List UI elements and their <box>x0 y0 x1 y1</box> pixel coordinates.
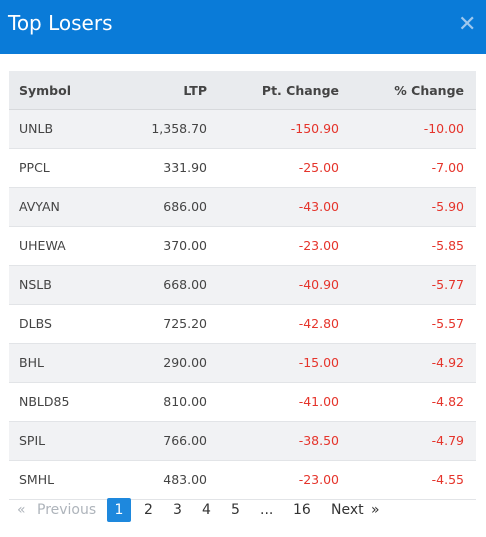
ltp-cell: 810.00 <box>163 394 207 409</box>
pct-change-cell: -4.55 <box>431 472 464 487</box>
table-body: UNLB 1,358.70 -150.90 -10.00 PPCL 331.90 -25.0… <box>9 110 476 500</box>
pct-change-cell: -5.57 <box>431 316 464 331</box>
pct-change-cell: -4.92 <box>431 355 464 370</box>
ltp-cell: 725.20 <box>163 316 207 331</box>
symbol-cell: DLBS <box>19 316 52 331</box>
symbol-cell: NSLB <box>19 277 52 292</box>
table-row[interactable]: NSLB 668.00 -40.90 -5.77 <box>9 266 476 305</box>
table-row[interactable]: UHEWA 370.00 -23.00 -5.85 <box>9 227 476 266</box>
ltp-cell: 331.90 <box>163 160 207 175</box>
page-button-5[interactable]: 5 <box>231 502 240 518</box>
previous-button[interactable]: Previous <box>37 502 97 518</box>
page-button-4[interactable]: 4 <box>202 502 211 518</box>
table-row[interactable]: AVYAN 686.00 -43.00 -5.90 <box>9 188 476 227</box>
first-page-icon[interactable]: « <box>17 502 26 518</box>
pt-change-cell: -150.90 <box>290 121 339 136</box>
pct-change-cell: -5.77 <box>431 277 464 292</box>
pt-change-cell: -23.00 <box>298 238 339 253</box>
table-header: Symbol LTP Pt. Change % Change <box>9 71 476 110</box>
symbol-cell: AVYAN <box>19 199 60 214</box>
top-losers-table: Symbol LTP Pt. Change % Change UNLB 1,358… <box>9 71 476 500</box>
pagination: « Previous 1 2 3 4 5 ... 16 Next » <box>0 498 486 524</box>
pt-change-cell: -43.00 <box>298 199 339 214</box>
modal-title: Top Losers <box>8 11 113 35</box>
pct-change-cell: -7.00 <box>431 160 464 175</box>
table-row[interactable]: SMHL 483.00 -23.00 -4.55 <box>9 461 476 500</box>
table-row[interactable]: DLBS 725.20 -42.80 -5.57 <box>9 305 476 344</box>
page-button-2[interactable]: 2 <box>144 502 153 518</box>
table-row[interactable]: BHL 290.00 -15.00 -4.92 <box>9 344 476 383</box>
column-header-pct-change[interactable]: % Change <box>394 83 464 98</box>
table-row[interactable]: PPCL 331.90 -25.00 -7.00 <box>9 149 476 188</box>
next-button[interactable]: Next <box>331 502 364 518</box>
modal-header: Top Losers ✕ <box>0 0 486 54</box>
page-button-3[interactable]: 3 <box>173 502 182 518</box>
symbol-cell: SMHL <box>19 472 55 487</box>
column-header-ltp[interactable]: LTP <box>183 83 207 98</box>
table-row[interactable]: UNLB 1,358.70 -150.90 -10.00 <box>9 110 476 149</box>
symbol-cell: UNLB <box>19 121 54 136</box>
symbol-cell: PPCL <box>19 160 50 175</box>
symbol-cell: BHL <box>19 355 44 370</box>
pt-change-cell: -25.00 <box>298 160 339 175</box>
page-ellipsis: ... <box>260 502 274 518</box>
pct-change-cell: -10.00 <box>423 121 464 136</box>
column-header-pt-change[interactable]: Pt. Change <box>261 83 339 98</box>
ltp-cell: 766.00 <box>163 433 207 448</box>
symbol-cell: NBLD85 <box>19 394 70 409</box>
symbol-cell: SPIL <box>19 433 46 448</box>
pct-change-cell: -5.85 <box>431 238 464 253</box>
ltp-cell: 668.00 <box>163 277 207 292</box>
pt-change-cell: -40.90 <box>298 277 339 292</box>
table-row[interactable]: NBLD85 810.00 -41.00 -4.82 <box>9 383 476 422</box>
close-icon[interactable]: ✕ <box>458 12 477 37</box>
pt-change-cell: -15.00 <box>298 355 339 370</box>
ltp-cell: 290.00 <box>163 355 207 370</box>
pct-change-cell: -5.90 <box>431 199 464 214</box>
pct-change-cell: -4.82 <box>431 394 464 409</box>
table-row[interactable]: SPIL 766.00 -38.50 -4.79 <box>9 422 476 461</box>
column-header-symbol[interactable]: Symbol <box>19 83 71 98</box>
pt-change-cell: -41.00 <box>298 394 339 409</box>
last-page-icon[interactable]: » <box>371 502 380 518</box>
ltp-cell: 1,358.70 <box>151 121 207 136</box>
ltp-cell: 483.00 <box>163 472 207 487</box>
symbol-cell: UHEWA <box>19 238 66 253</box>
pt-change-cell: -42.80 <box>298 316 339 331</box>
pct-change-cell: -4.79 <box>431 433 464 448</box>
pt-change-cell: -23.00 <box>298 472 339 487</box>
ltp-cell: 686.00 <box>163 199 207 214</box>
ltp-cell: 370.00 <box>163 238 207 253</box>
page-button-1[interactable]: 1 <box>107 498 131 522</box>
page-button-16[interactable]: 16 <box>293 502 311 518</box>
pt-change-cell: -38.50 <box>298 433 339 448</box>
